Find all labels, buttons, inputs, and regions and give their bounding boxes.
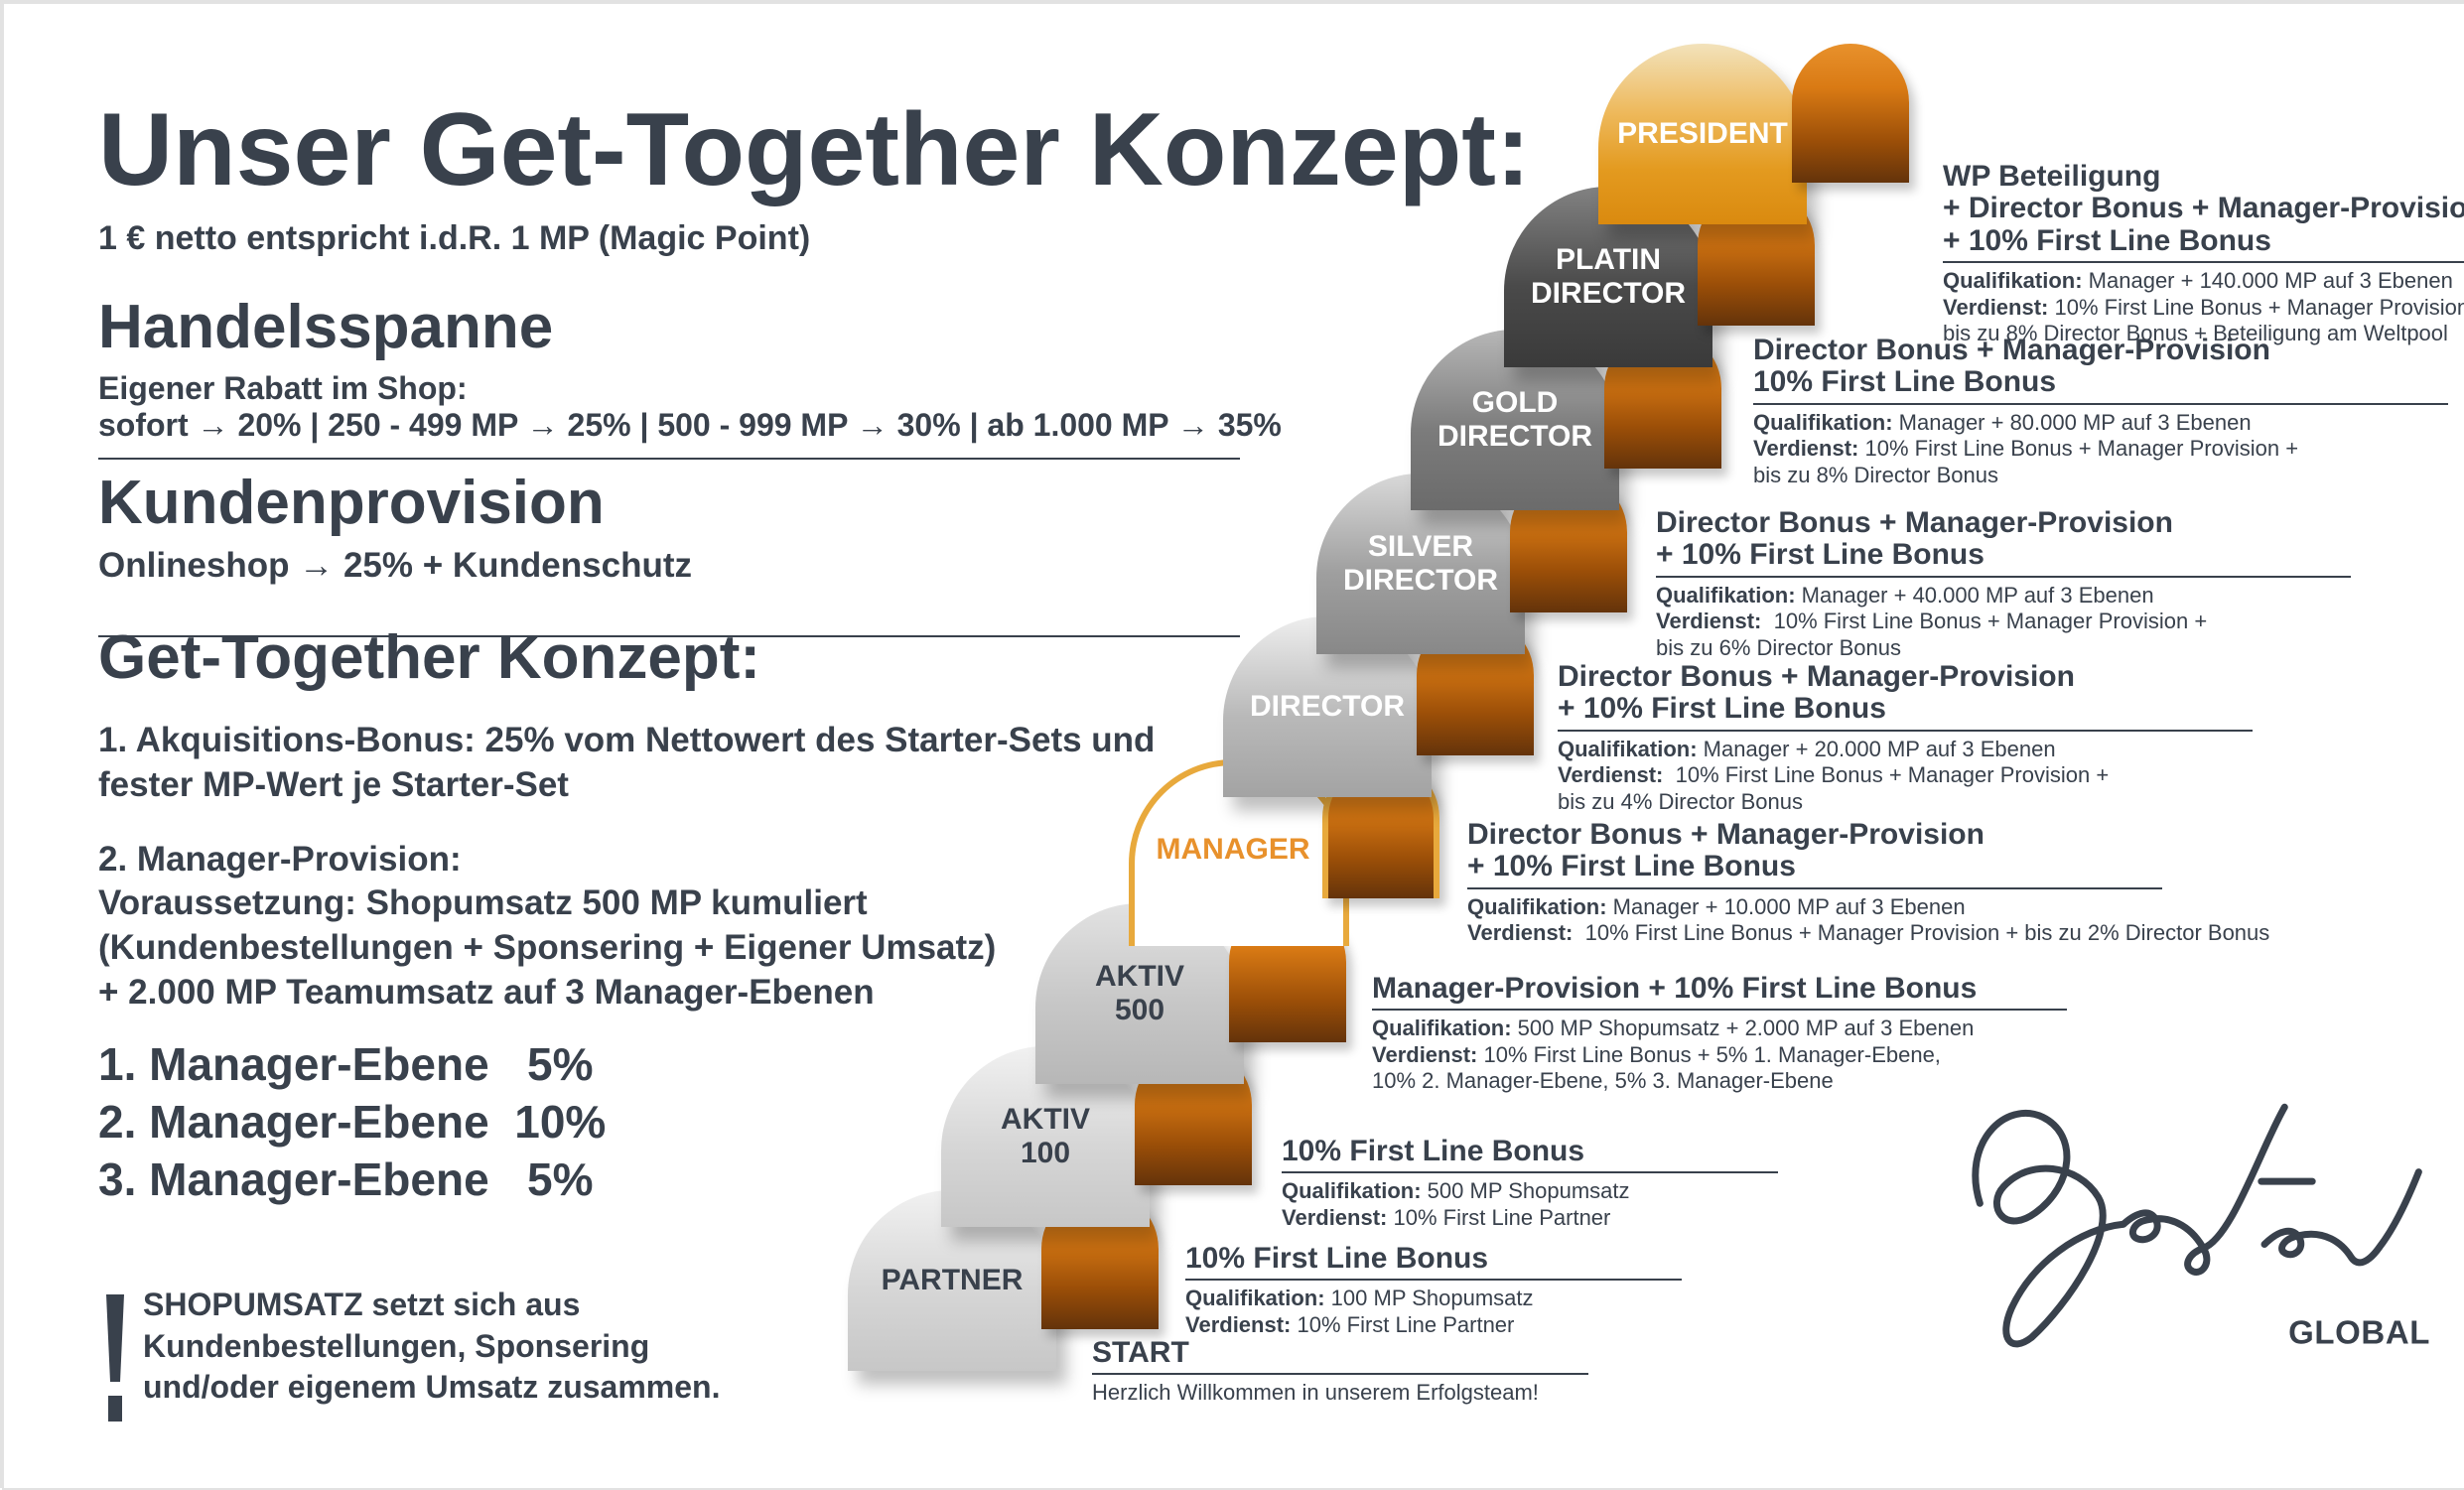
svg-text:GLOBAL: GLOBAL <box>2288 1314 2430 1351</box>
